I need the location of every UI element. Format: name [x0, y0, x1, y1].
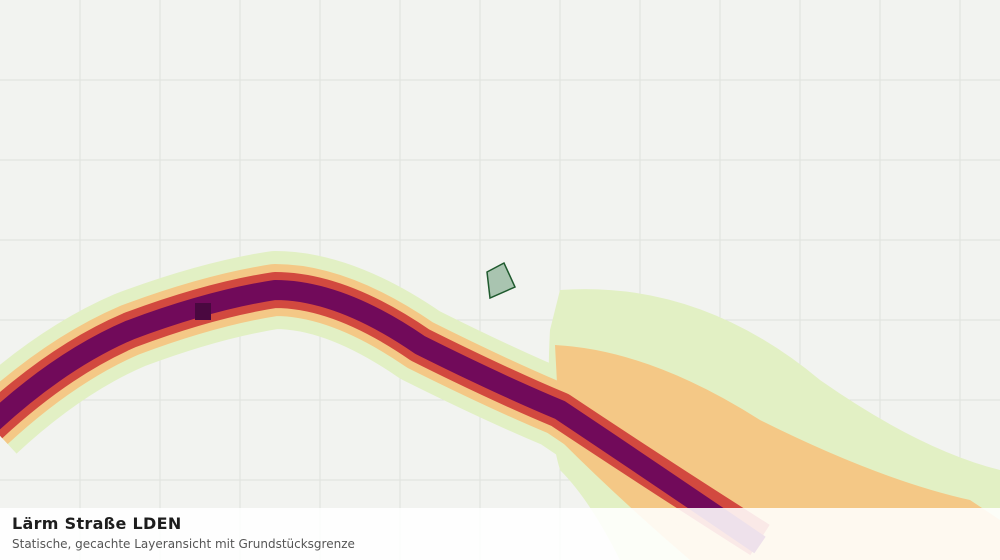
noise-bands	[0, 251, 1000, 560]
layer-title: Lärm Straße LDEN	[12, 514, 182, 533]
parcel-boundary[interactable]	[486, 261, 516, 300]
info-panel: Lärm Straße LDEN Statische, gecachte Lay…	[0, 508, 1000, 560]
layer-subtitle: Statische, gecachte Layeransicht mit Gru…	[12, 537, 355, 551]
